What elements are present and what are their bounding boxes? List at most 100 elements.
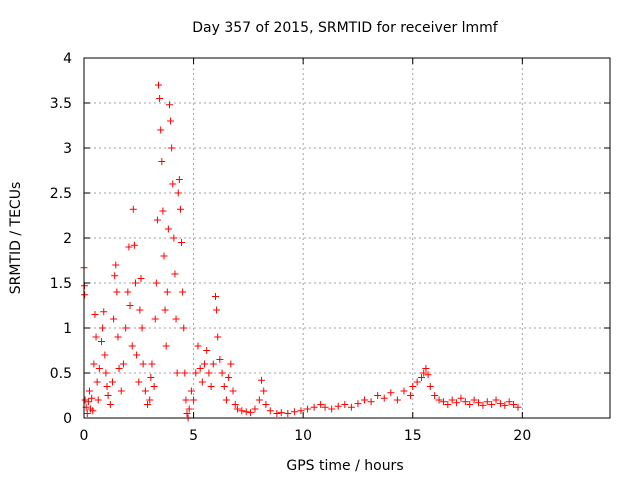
data-point [448, 396, 456, 404]
data-point [141, 387, 149, 395]
y-tick-label: 0 [63, 411, 72, 427]
data-point [104, 392, 112, 399]
data-point [124, 288, 132, 296]
data-point [457, 394, 465, 402]
data-point [138, 324, 146, 332]
y-tick-label: 2.5 [50, 186, 72, 202]
data-point [387, 389, 395, 397]
data-point [198, 378, 206, 386]
data-point [147, 374, 155, 381]
data-point [510, 401, 518, 408]
data-point [317, 401, 325, 408]
data-point [144, 401, 152, 408]
data-point [475, 399, 482, 407]
y-tick-label: 3 [63, 141, 72, 157]
data-point [161, 306, 169, 314]
data-point [126, 302, 134, 309]
data-point [122, 324, 130, 332]
y-tick-label: 0.5 [50, 366, 72, 382]
data-point [174, 189, 182, 197]
data-point [492, 396, 500, 404]
data-point [229, 387, 237, 395]
data-point [119, 360, 127, 368]
data-point [81, 291, 89, 299]
data-point [103, 383, 111, 390]
data-point [171, 270, 179, 278]
data-point [409, 383, 417, 390]
data-point [231, 401, 239, 408]
data-point [112, 261, 120, 269]
data-point [146, 396, 154, 404]
data-point [192, 369, 200, 377]
data-point [94, 396, 102, 404]
data-point [155, 81, 163, 89]
data-point [393, 396, 401, 404]
data-point [90, 360, 98, 368]
data-point [461, 398, 469, 406]
data-point [444, 401, 452, 408]
data-point [218, 369, 226, 377]
data-point [178, 239, 186, 246]
data-point [310, 403, 318, 411]
data-point [380, 394, 388, 402]
data-point [361, 396, 369, 404]
data-point [167, 117, 175, 125]
data-point [152, 279, 160, 287]
data-point [129, 205, 137, 213]
data-point [413, 378, 421, 386]
data-point [117, 387, 125, 395]
data-point [284, 410, 292, 417]
data-point [182, 396, 190, 404]
data-point [125, 243, 133, 251]
data-point [418, 374, 426, 381]
data-point [190, 396, 198, 404]
data-point [98, 338, 106, 345]
data-point [212, 293, 219, 300]
chart-title: Day 357 of 2015, SRMTID for receiver lmm… [192, 20, 499, 36]
data-point [160, 252, 168, 260]
x-tick-label: 10 [294, 428, 312, 444]
data-point [470, 396, 478, 404]
data-point [222, 396, 230, 404]
data-point [334, 402, 342, 410]
data-point [367, 398, 375, 406]
data-point [205, 369, 213, 377]
x-tick-label: 0 [80, 428, 89, 444]
x-tick-label: 15 [404, 428, 422, 444]
x-tick-label: 20 [513, 428, 531, 444]
data-point [488, 401, 496, 408]
data-point [137, 275, 145, 282]
data-point [157, 126, 165, 134]
data-point [156, 95, 164, 102]
data-point [133, 351, 141, 359]
data-point [203, 347, 211, 354]
data-point [247, 409, 255, 417]
data-point [130, 241, 138, 249]
data-point [175, 176, 183, 183]
data-point [439, 398, 447, 406]
data-point [179, 288, 187, 296]
data-point [170, 234, 178, 242]
y-axis-label: SRMTID / TECUs [8, 182, 24, 295]
data-point [136, 306, 144, 314]
data-point [505, 398, 513, 406]
data-point [102, 369, 110, 377]
data-point [453, 399, 461, 407]
data-point [93, 378, 101, 386]
data-point [374, 392, 382, 399]
y-tick-label: 1 [63, 321, 72, 337]
data-point [113, 288, 121, 296]
data-point [214, 333, 222, 341]
data-point [196, 365, 204, 372]
data-point [260, 387, 268, 395]
y-tick-label: 3.5 [50, 96, 72, 112]
data-point [213, 306, 221, 314]
data-point [150, 383, 158, 390]
data-point [341, 401, 349, 408]
data-point [153, 216, 161, 224]
data-point [114, 333, 122, 341]
data-point [233, 405, 241, 413]
data-point [84, 398, 92, 406]
x-axis-label: GPS time / hours [286, 458, 403, 474]
